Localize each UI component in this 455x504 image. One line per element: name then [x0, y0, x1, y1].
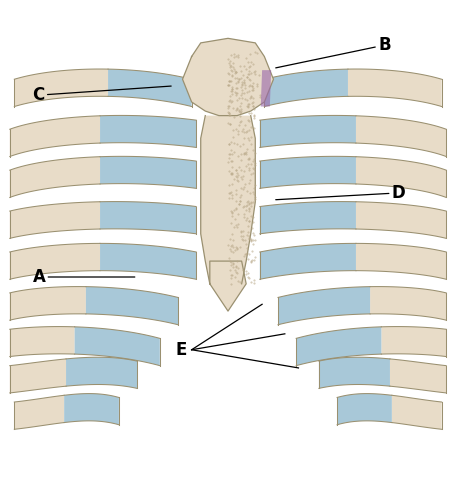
Polygon shape: [10, 327, 75, 356]
Polygon shape: [14, 69, 108, 106]
Polygon shape: [10, 243, 100, 279]
Polygon shape: [10, 287, 86, 320]
Text: D: D: [275, 184, 404, 202]
Polygon shape: [10, 359, 66, 393]
Polygon shape: [209, 261, 246, 311]
Polygon shape: [259, 243, 355, 279]
Polygon shape: [10, 202, 100, 238]
Polygon shape: [64, 394, 119, 425]
Polygon shape: [10, 116, 100, 157]
Polygon shape: [86, 287, 177, 325]
Polygon shape: [260, 70, 271, 106]
Polygon shape: [296, 327, 380, 366]
Polygon shape: [355, 157, 445, 198]
Polygon shape: [355, 243, 445, 279]
Polygon shape: [389, 359, 445, 393]
Polygon shape: [369, 287, 445, 320]
Polygon shape: [100, 115, 196, 148]
Text: B: B: [275, 36, 390, 68]
Polygon shape: [100, 243, 196, 279]
Polygon shape: [264, 69, 347, 106]
Polygon shape: [182, 38, 273, 115]
Polygon shape: [278, 287, 369, 325]
Polygon shape: [318, 357, 389, 389]
Polygon shape: [259, 202, 355, 234]
Polygon shape: [259, 115, 355, 148]
Polygon shape: [200, 115, 255, 284]
Polygon shape: [347, 69, 441, 106]
Text: E: E: [175, 341, 187, 359]
Polygon shape: [355, 202, 445, 238]
Polygon shape: [108, 69, 191, 106]
Polygon shape: [336, 394, 391, 425]
Polygon shape: [259, 156, 355, 188]
Polygon shape: [391, 395, 441, 429]
Polygon shape: [380, 327, 445, 356]
Polygon shape: [14, 395, 64, 429]
Polygon shape: [100, 156, 196, 188]
Text: A: A: [32, 268, 135, 286]
Polygon shape: [75, 327, 159, 366]
Text: C: C: [32, 86, 171, 104]
Polygon shape: [66, 357, 137, 389]
Polygon shape: [100, 202, 196, 234]
Polygon shape: [10, 157, 100, 198]
Polygon shape: [355, 116, 445, 157]
